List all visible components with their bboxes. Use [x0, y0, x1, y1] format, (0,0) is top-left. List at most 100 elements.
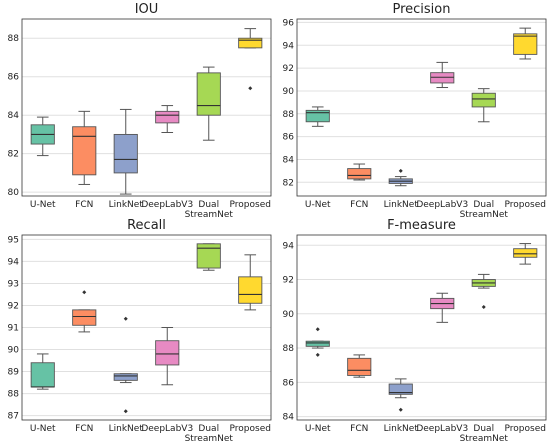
category-label: StreamNet [460, 210, 509, 220]
y-tick-label: 84 [8, 111, 20, 121]
iqr-box [471, 92, 496, 108]
category-label: DeepLabV3 [416, 424, 468, 434]
category-label: U-Net [30, 424, 56, 434]
outlier-point [123, 409, 128, 414]
y-tick-label: 80 [8, 188, 20, 198]
plot-frame [21, 234, 272, 421]
category-label: StreamNet [185, 434, 234, 441]
y-tick-label: 92 [283, 64, 294, 74]
outlier-point [82, 290, 87, 295]
y-tick-label: 88 [283, 344, 295, 354]
category-label: StreamNet [185, 210, 234, 220]
panel-title: Recall [127, 218, 166, 233]
box-fcn [72, 290, 97, 333]
category-label: Proposed [230, 200, 271, 210]
box-proposed [513, 27, 538, 60]
panel-title: Precision [392, 2, 450, 17]
iqr-box [513, 33, 538, 55]
iqr-box [155, 110, 180, 124]
y-tick-label: 96 [283, 18, 295, 28]
box-u-net [30, 116, 55, 157]
outlier-point [248, 86, 253, 91]
category-label: Proposed [505, 200, 546, 210]
outlier-point [315, 327, 320, 332]
y-tick-label: 90 [283, 310, 295, 320]
panel-precision: Precision 82 84 86 88 90 92 94 96 U-Net FCN LinkNet… [283, 2, 547, 220]
category-label: LinkNet [384, 424, 419, 434]
iqr-box [388, 383, 413, 395]
iqr-box [155, 340, 180, 366]
box-linknet [113, 316, 138, 414]
box-u-net [30, 353, 55, 390]
box-dual-streamnet [196, 66, 221, 141]
iqr-box [430, 72, 455, 84]
panel-title: F-measure [387, 218, 456, 233]
outlier-point [398, 407, 403, 412]
plot-frame [21, 18, 272, 197]
category-label: FCN [350, 200, 368, 210]
y-tick-label: 90 [8, 346, 20, 356]
box-linknet [113, 108, 138, 195]
category-label: LinkNet [109, 200, 144, 210]
iqr-box [238, 276, 263, 304]
category-label: FCN [350, 424, 368, 434]
box-linknet [388, 168, 413, 187]
y-tick-label: 84 [283, 155, 295, 165]
category-label: FCN [75, 200, 93, 210]
box-proposed [513, 243, 538, 265]
outlier-point [398, 168, 403, 173]
y-tick-label: 87 [8, 412, 19, 422]
box-fcn [72, 110, 97, 185]
y-tick-label: 88 [283, 110, 295, 120]
y-tick-label: 84 [283, 413, 295, 423]
box-linknet [388, 378, 413, 412]
box-deeplabv3 [430, 292, 455, 323]
iqr-box [347, 168, 372, 180]
box-proposed [238, 28, 263, 91]
plot-frame [296, 18, 547, 197]
category-label: Dual [473, 424, 494, 434]
category-label: FCN [75, 424, 93, 434]
plot-frame [296, 234, 547, 421]
category-label: Proposed [505, 424, 546, 434]
y-tick-label: 94 [8, 257, 20, 267]
category-label: DeepLabV3 [141, 200, 193, 210]
category-label: Dual [198, 424, 219, 434]
y-tick-label: 88 [8, 390, 20, 400]
box-deeplabv3 [155, 327, 180, 386]
panel-f-measure: F-measure 84 86 88 90 92 94 U-Net FCN LinkNetDeep… [283, 218, 547, 444]
box-deeplabv3 [155, 105, 180, 134]
panel-title: IOU [135, 2, 159, 17]
category-label: Dual [198, 200, 219, 210]
category-label: DeepLabV3 [141, 424, 193, 434]
category-label: LinkNet [109, 424, 144, 434]
iqr-box [196, 72, 221, 116]
iqr-box [513, 248, 538, 258]
box-dual-streamnet [471, 88, 496, 123]
outlier-point [315, 352, 320, 357]
y-tick-label: 93 [8, 279, 19, 289]
category-label: LinkNet [384, 200, 419, 210]
iqr-box [305, 109, 330, 123]
iqr-box [196, 243, 221, 269]
iqr-box [72, 126, 97, 176]
box-fcn [347, 163, 372, 181]
category-label: Proposed [230, 424, 271, 434]
y-tick-label: 92 [8, 301, 19, 311]
box-deeplabv3 [430, 61, 455, 89]
y-tick-label: 86 [283, 378, 295, 388]
box-dual-streamnet [196, 243, 221, 271]
box-u-net [305, 106, 330, 127]
y-tick-label: 86 [283, 133, 295, 143]
iqr-box [72, 309, 97, 326]
category-label: DeepLabV3 [416, 200, 468, 210]
iqr-box [30, 362, 55, 388]
category-label: StreamNet [460, 434, 509, 441]
y-tick-label: 82 [283, 178, 294, 188]
box-proposed [238, 254, 263, 311]
y-tick-label: 89 [8, 368, 20, 378]
category-label: Dual [473, 200, 494, 210]
